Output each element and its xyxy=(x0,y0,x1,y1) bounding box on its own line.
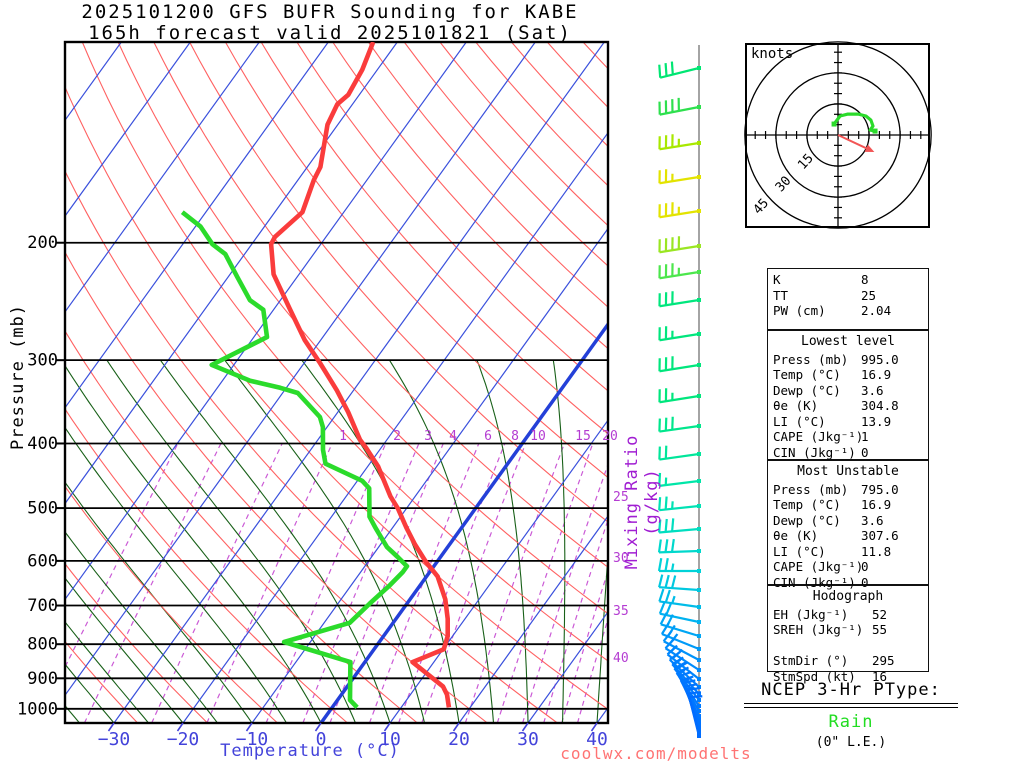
svg-text:4: 4 xyxy=(449,429,457,444)
svg-text:−10: −10 xyxy=(236,729,269,750)
svg-text:1000: 1000 xyxy=(17,699,58,719)
moist-adiabats xyxy=(65,359,608,723)
svg-text:−20: −20 xyxy=(167,729,200,750)
pressure-gridlines xyxy=(65,241,608,710)
svg-text:20: 20 xyxy=(448,729,470,750)
svg-text:30: 30 xyxy=(613,551,629,566)
lowest-level-rows: Press (mb) 995.0 Temp (°C) 16.9 Dewp (°C) 3.6… xyxy=(768,352,928,461)
watermark-text: coolwx.com/modelts xyxy=(560,744,752,763)
stat-row: θe (K) 304.8 xyxy=(773,398,899,413)
stat-row: LI (°C) 13.9 xyxy=(773,413,892,429)
svg-text:25: 25 xyxy=(613,490,629,505)
hodograph-trace xyxy=(832,112,876,133)
svg-text:700: 700 xyxy=(27,596,58,616)
svg-text:8: 8 xyxy=(511,429,519,444)
sounding-curves xyxy=(180,42,452,709)
ptype-value: Rain xyxy=(828,712,874,732)
most-unstable-header: Most Unstable xyxy=(797,464,899,479)
hodograph-units-label: knots xyxy=(751,46,794,62)
mixing-ratio-axis-title: Mixing Ratio (g/kg) xyxy=(622,434,662,570)
stat-row: StmDir (°) 295 xyxy=(773,653,895,668)
axis-tick-labels: 200 300 400 500 600 700 800 900 1000 −30 −20 −10 0 10… xyxy=(17,233,629,750)
isotherms xyxy=(65,42,608,723)
svg-text:35: 35 xyxy=(613,604,629,619)
stat-row: SREH (Jkg⁻¹) 55 xyxy=(773,622,888,637)
svg-text:10: 10 xyxy=(530,429,546,444)
svg-text:900: 900 xyxy=(27,669,58,689)
chart-title-line2: 165h forecast valid 2025101821 (Sat) xyxy=(88,22,572,44)
stat-row: TT 25 xyxy=(773,287,877,303)
svg-text:40: 40 xyxy=(586,729,608,750)
svg-text:200: 200 xyxy=(27,233,58,253)
stat-row xyxy=(768,638,928,654)
hodograph-stats-box: Hodograph EH (Jkg⁻¹) 52 SREH (Jkg⁻¹) 55 StmD… xyxy=(767,585,929,684)
hodograph-stats-header: Hodograph xyxy=(812,589,884,604)
ptype-section: NCEP 3-Hr PType: Rain (0" L.E.) xyxy=(744,680,958,750)
indices-summary-box: K 8 TT 25 PW (cm) 2.04 xyxy=(767,268,929,330)
stat-row: StmSpd (kt) 16 xyxy=(773,668,888,684)
stat-row: Temp (°C) 16.9 xyxy=(773,367,892,382)
ptype-extra: (0" L.E.) xyxy=(815,735,887,750)
mixing-ratio-lines xyxy=(65,443,608,723)
svg-text:500: 500 xyxy=(27,499,58,519)
stat-row: Temp (°C) 16.9 xyxy=(773,497,892,512)
svg-text:2: 2 xyxy=(393,429,401,444)
lowest-level-header: Lowest level xyxy=(801,334,895,349)
stat-row: CAPE (Jkg⁻¹) 0 xyxy=(773,559,869,574)
storm-motion-arrow xyxy=(837,134,869,150)
ptype-underline xyxy=(744,703,958,708)
stat-row: LI (°C) 11.8 xyxy=(773,543,892,559)
svg-text:30: 30 xyxy=(517,729,539,750)
plot-border xyxy=(63,40,610,725)
svg-text:6: 6 xyxy=(484,429,492,444)
stat-row: Press (mb) 795.0 xyxy=(773,481,899,497)
pressure-axis-title: Pressure (mb) xyxy=(8,303,28,451)
svg-text:15: 15 xyxy=(575,429,591,444)
ptype-header: NCEP 3-Hr PType: xyxy=(761,680,941,700)
svg-text:40: 40 xyxy=(613,651,629,666)
stat-row: Dewp (°C) 3.6 xyxy=(773,512,884,528)
stat-row: CAPE (Jkg⁻¹) 1 xyxy=(773,429,869,444)
stat-row: Press (mb) 995.0 xyxy=(773,351,899,367)
most-unstable-box: Most Unstable Press (mb) 795.0 Temp (°C) 16… xyxy=(767,460,929,590)
chart-title: 2025101200 GFS BUFR Sounding for KABE 16… xyxy=(60,2,600,44)
dewpoint-curve xyxy=(180,210,410,709)
stat-row: Dewp (°C) 3.6 xyxy=(773,382,884,398)
svg-text:3: 3 xyxy=(424,429,432,444)
hodograph-stats-rows: EH (Jkg⁻¹) 52 SREH (Jkg⁻¹) 55 StmDir (°) 295 S… xyxy=(768,607,928,685)
stat-row: EH (Jkg⁻¹) 52 xyxy=(773,606,888,622)
svg-text:10: 10 xyxy=(379,729,401,750)
wind-barb-column xyxy=(657,45,703,738)
lowest-level-box: Lowest level Press (mb) 995.0 Temp (°C) 16.… xyxy=(767,330,929,460)
svg-text:1: 1 xyxy=(339,429,347,444)
svg-text:20: 20 xyxy=(602,429,618,444)
svg-text:0: 0 xyxy=(316,729,327,750)
svg-text:−30: −30 xyxy=(98,729,131,750)
temperature-curve xyxy=(268,42,452,708)
svg-text:600: 600 xyxy=(27,551,58,571)
stat-row: CIN (Jkg⁻¹) 0 xyxy=(773,444,869,460)
chart-title-line1: 2025101200 GFS BUFR Sounding for KABE xyxy=(81,1,579,23)
svg-text:400: 400 xyxy=(27,434,58,454)
indices-summary-rows: K 8 TT 25 PW (cm) 2.04 xyxy=(768,272,928,319)
svg-text:800: 800 xyxy=(27,635,58,655)
svg-text:300: 300 xyxy=(27,351,58,371)
stat-row: PW (cm) 2.04 xyxy=(773,303,892,318)
stat-row: θe (K) 307.6 xyxy=(773,528,899,543)
temperature-axis-title: Temperature (°C) xyxy=(220,741,400,761)
most-unstable-rows: Press (mb) 795.0 Temp (°C) 16.9 Dewp (°C) 3.6… xyxy=(768,482,928,591)
